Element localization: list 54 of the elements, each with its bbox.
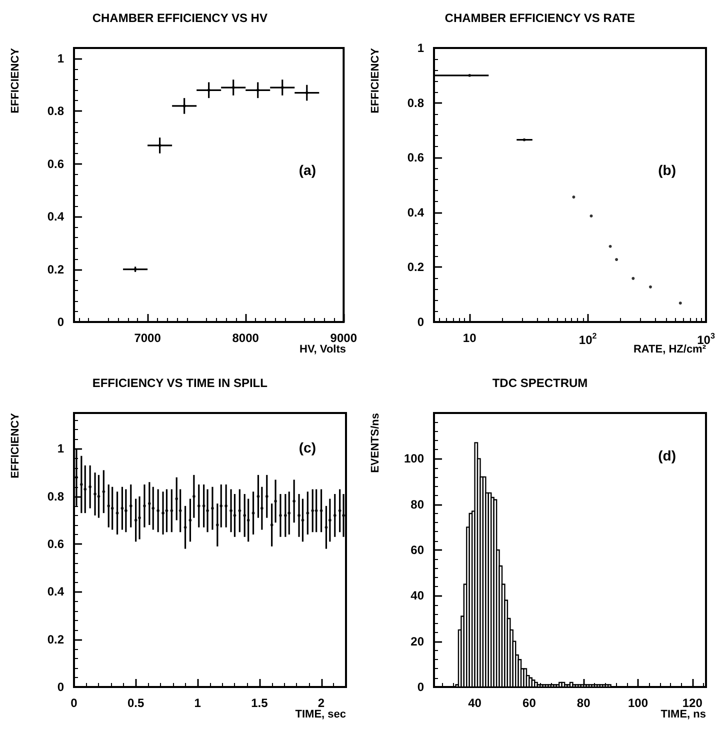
y-tick-label: 0.2 [407, 260, 424, 274]
annotation: (a) [298, 162, 316, 178]
x-tick-label: 10 [462, 331, 477, 345]
x-axis-title: TIME, ns [660, 708, 706, 720]
x-tick-label: 100 [628, 696, 648, 710]
y-tick-label: 0.8 [407, 96, 424, 110]
chart-title: TDC SPECTRUM [492, 376, 588, 390]
y-axis-title: EVENTS/ns [370, 412, 382, 472]
y-tick-label: 0.4 [47, 210, 64, 224]
x-tick-label: 60 [522, 696, 536, 710]
y-tick-label: 0.2 [47, 632, 64, 646]
y-axis-title: EFFICIENCY [10, 47, 22, 114]
annotation: (c) [298, 438, 316, 455]
x-axis-title: HV, Volts [300, 344, 346, 356]
y-tick-label: 0 [417, 680, 424, 694]
x-tick-label: 120 [682, 696, 703, 710]
y-tick-label: 0.6 [47, 156, 64, 171]
y-tick-label: 60 [410, 542, 424, 556]
y-tick-label: 1 [57, 441, 64, 456]
chart-title: EFFICIENCY VS TIME IN SPILL [92, 376, 268, 390]
y-tick-label: 0 [57, 680, 64, 694]
annotation: (b) [658, 162, 676, 178]
x-tick-label: 0.5 [127, 696, 144, 710]
y-axis-title: EFFICIENCY [370, 47, 382, 114]
x-axis-title: RATE, HZ/cm² [633, 344, 706, 356]
y-tick-label: 0.8 [47, 488, 64, 503]
y-tick-label: 0 [417, 315, 424, 329]
y-axis-title: EFFICIENCY [10, 412, 22, 478]
y-tick-label: 0.4 [407, 205, 424, 220]
x-tick-label: 40 [468, 696, 482, 710]
x-tick-label: 80 [576, 696, 591, 710]
y-tick-label: 0 [57, 315, 64, 329]
y-tick-label: 0.8 [47, 104, 64, 118]
y-tick-label: 40 [410, 588, 424, 602]
annotation: (d) [658, 447, 676, 464]
chart-title: CHAMBER EFFICIENCY VS HV [92, 11, 268, 25]
y-tick-label: 1 [57, 52, 64, 66]
x-tick-label: 1 [194, 696, 202, 710]
y-tick-label: 0.6 [407, 150, 424, 165]
y-tick-label: 0.6 [47, 536, 64, 551]
x-axis-title: TIME, sec [295, 708, 346, 720]
x-tick-label: 7000 [134, 331, 162, 345]
x-tick-label: 9000 [330, 331, 358, 345]
y-tick-label: 100 [404, 451, 424, 466]
x-tick-label: 8000 [232, 331, 260, 345]
chart-title: CHAMBER EFFICIENCY VS RATE [444, 11, 636, 25]
x-tick-label: 1.5 [251, 696, 268, 710]
y-tick-label: 0.2 [47, 262, 64, 276]
y-tick-label: 0.4 [47, 584, 64, 598]
x-tick-label: 2 [318, 696, 325, 710]
y-tick-label: 20 [410, 634, 424, 648]
y-tick-label: 80 [410, 496, 424, 511]
y-tick-label: 1 [417, 41, 424, 55]
x-tick-label: 0 [70, 696, 78, 710]
